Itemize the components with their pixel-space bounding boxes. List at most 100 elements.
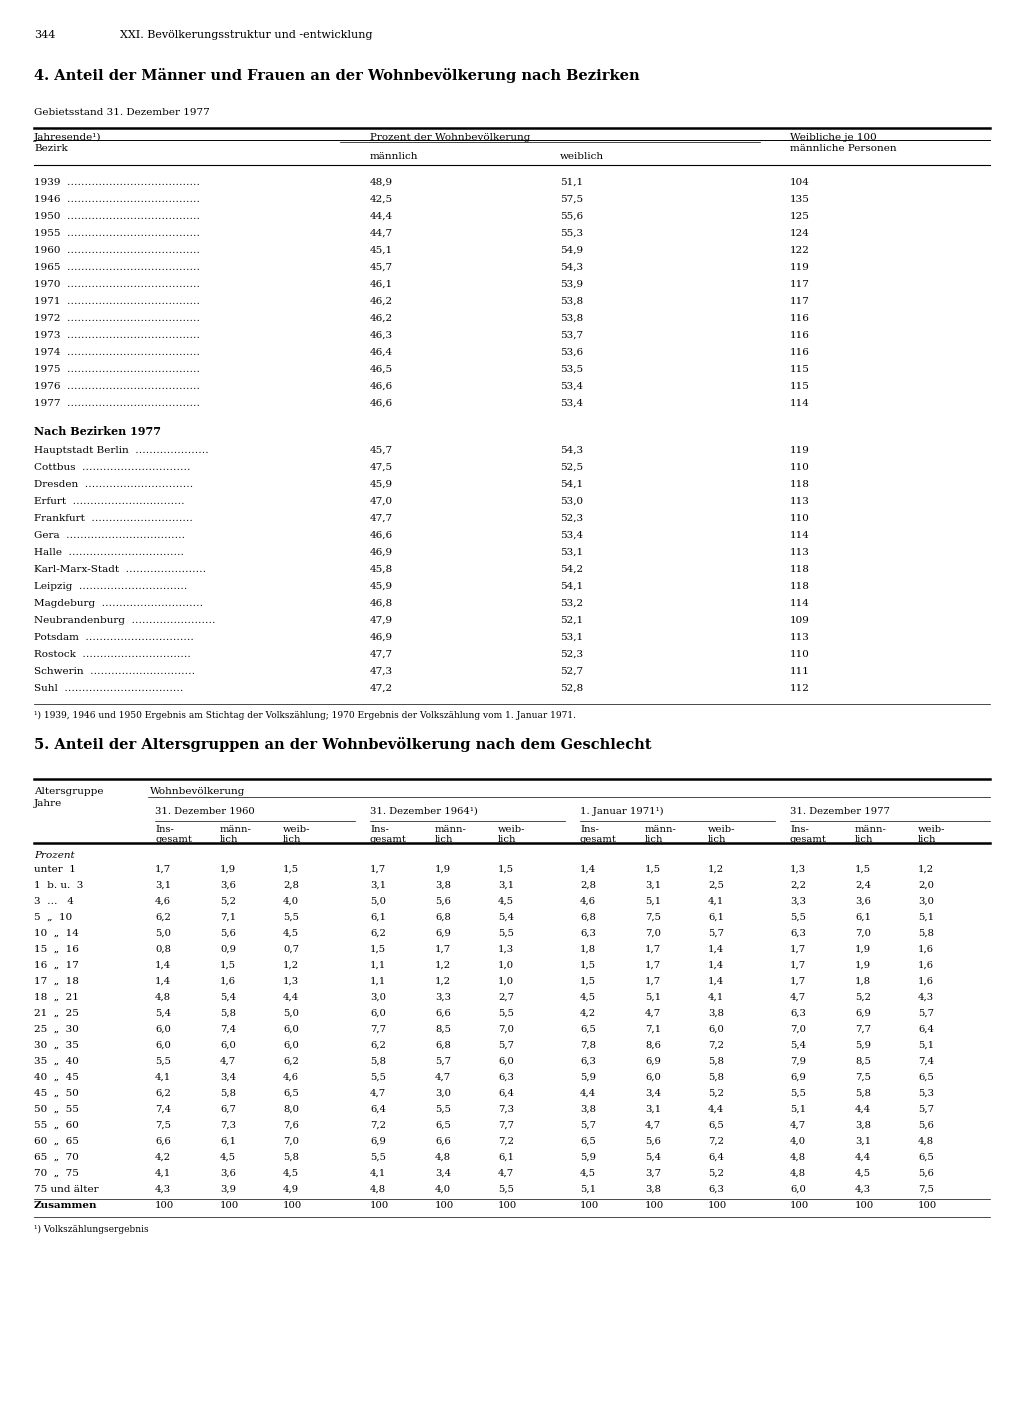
Text: 3,1: 3,1 [370, 881, 386, 890]
Text: 1,7: 1,7 [790, 945, 806, 954]
Text: 5,8: 5,8 [283, 1152, 299, 1162]
Text: Potsdam  ․․․․․․․․․․․․․․․․․․․․․․․․․․․․․․․: Potsdam ․․․․․․․․․․․․․․․․․․․․․․․․․․․․․․․ [34, 633, 194, 643]
Text: 45,7: 45,7 [370, 446, 393, 456]
Text: 5,5: 5,5 [790, 1090, 806, 1098]
Text: 54,2: 54,2 [560, 565, 583, 574]
Text: lich: lich [855, 835, 873, 844]
Text: 4,1: 4,1 [155, 1072, 171, 1082]
Text: 3  …   4: 3 … 4 [34, 897, 74, 905]
Text: Erfurt  ․․․․․․․․․․․․․․․․․․․․․․․․․․․․․․․․: Erfurt ․․․․․․․․․․․․․․․․․․․․․․․․․․․․․․․․ [34, 497, 184, 506]
Text: 6,0: 6,0 [498, 1057, 514, 1065]
Text: 5,6: 5,6 [435, 897, 451, 905]
Text: 3,8: 3,8 [708, 1010, 724, 1018]
Text: 4,9: 4,9 [283, 1185, 299, 1194]
Text: 100: 100 [220, 1201, 240, 1210]
Text: 1939  ․․․․․․․․․․․․․․․․․․․․․․․․․․․․․․․․․․․․․․: 1939 ․․․․․․․․․․․․․․․․․․․․․․․․․․․․․․․․․․․… [34, 178, 200, 187]
Text: 46,6: 46,6 [370, 398, 393, 408]
Text: 109: 109 [790, 615, 810, 625]
Text: 114: 114 [790, 531, 810, 540]
Text: 6,0: 6,0 [283, 1025, 299, 1034]
Text: lich: lich [918, 835, 937, 844]
Text: 1,4: 1,4 [155, 961, 171, 970]
Text: 116: 116 [790, 331, 810, 340]
Text: 4,1: 4,1 [708, 992, 724, 1002]
Text: 4,1: 4,1 [370, 1170, 386, 1178]
Text: 5,2: 5,2 [855, 992, 871, 1002]
Text: 1,7: 1,7 [370, 865, 386, 874]
Text: 7,0: 7,0 [855, 930, 871, 938]
Text: 4,6: 4,6 [283, 1072, 299, 1082]
Text: 1,7: 1,7 [790, 961, 806, 970]
Text: gesamt: gesamt [155, 835, 191, 844]
Text: 5,5: 5,5 [283, 912, 299, 922]
Text: 6,6: 6,6 [435, 1137, 451, 1147]
Text: 5,7: 5,7 [918, 1010, 934, 1018]
Text: 31. Dezember 1960: 31. Dezember 1960 [155, 807, 255, 815]
Text: 3,3: 3,3 [435, 992, 451, 1002]
Text: männ-: männ- [220, 825, 252, 834]
Text: 5,5: 5,5 [790, 912, 806, 922]
Text: 47,9: 47,9 [370, 615, 393, 625]
Text: 113: 113 [790, 497, 810, 506]
Text: Karl-Marx-Stadt  ․․․․․․․․․․․․․․․․․․․․․․․: Karl-Marx-Stadt ․․․․․․․․․․․․․․․․․․․․․․․ [34, 565, 206, 574]
Text: 114: 114 [790, 398, 810, 408]
Text: 1,6: 1,6 [918, 977, 934, 985]
Text: 5. Anteil der Altersgruppen an der Wohnbevölkerung nach dem Geschlecht: 5. Anteil der Altersgruppen an der Wohnb… [34, 737, 651, 753]
Text: 7,2: 7,2 [370, 1121, 386, 1130]
Text: ¹) Volkszählungsergebnis: ¹) Volkszählungsergebnis [34, 1225, 148, 1234]
Text: 3,4: 3,4 [220, 1072, 237, 1082]
Text: 6,0: 6,0 [155, 1025, 171, 1034]
Text: 100: 100 [498, 1201, 517, 1210]
Text: Frankfurt  ․․․․․․․․․․․․․․․․․․․․․․․․․․․․․: Frankfurt ․․․․․․․․․․․․․․․․․․․․․․․․․․․․․ [34, 514, 193, 523]
Text: 110: 110 [790, 650, 810, 658]
Text: 5,4: 5,4 [498, 912, 514, 922]
Text: 46,8: 46,8 [370, 598, 393, 608]
Text: 4,7: 4,7 [645, 1121, 662, 1130]
Text: 46,5: 46,5 [370, 366, 393, 374]
Text: 5,5: 5,5 [498, 930, 514, 938]
Text: 1975  ․․․․․․․․․․․․․․․․․․․․․․․․․․․․․․․․․․․․․․: 1975 ․․․․․․․․․․․․․․․․․․․․․․․․․․․․․․․․․․․… [34, 366, 200, 374]
Text: gesamt: gesamt [580, 835, 616, 844]
Text: weib-: weib- [708, 825, 735, 834]
Text: 5,2: 5,2 [708, 1170, 724, 1178]
Text: 5,6: 5,6 [220, 930, 236, 938]
Text: 6,8: 6,8 [435, 1041, 451, 1050]
Text: Zusammen: Zusammen [34, 1201, 97, 1210]
Text: 3,0: 3,0 [918, 897, 934, 905]
Text: 6,2: 6,2 [370, 930, 386, 938]
Text: 7,3: 7,3 [220, 1121, 236, 1130]
Text: männ-: männ- [645, 825, 677, 834]
Text: 6,1: 6,1 [498, 1152, 514, 1162]
Text: Neubrandenburg  ․․․․․․․․․․․․․․․․․․․․․․․․: Neubrandenburg ․․․․․․․․․․․․․․․․․․․․․․․․ [34, 615, 215, 625]
Text: 4,8: 4,8 [790, 1152, 806, 1162]
Text: 6,0: 6,0 [790, 1185, 806, 1194]
Text: 119: 119 [790, 446, 810, 456]
Text: 1,6: 1,6 [220, 977, 236, 985]
Text: 40  „  45: 40 „ 45 [34, 1072, 79, 1082]
Text: 110: 110 [790, 514, 810, 523]
Text: 7,7: 7,7 [855, 1025, 871, 1034]
Text: 6,4: 6,4 [708, 1152, 724, 1162]
Text: 1,2: 1,2 [283, 961, 299, 970]
Text: 5,7: 5,7 [498, 1041, 514, 1050]
Text: 1,5: 1,5 [580, 961, 596, 970]
Text: 3,7: 3,7 [645, 1170, 662, 1178]
Text: Magdeburg  ․․․․․․․․․․․․․․․․․․․․․․․․․․․․․: Magdeburg ․․․․․․․․․․․․․․․․․․․․․․․․․․․․․ [34, 598, 203, 608]
Text: 100: 100 [155, 1201, 174, 1210]
Text: 6,1: 6,1 [220, 1137, 236, 1147]
Text: Prozent der Wohnbevölkerung: Prozent der Wohnbevölkerung [370, 133, 530, 141]
Text: 100: 100 [708, 1201, 727, 1210]
Text: Halle  ․․․․․․․․․․․․․․․․․․․․․․․․․․․․․․․․․: Halle ․․․․․․․․․․․․․․․․․․․․․․․․․․․․․․․․․ [34, 548, 184, 557]
Text: 60  „  65: 60 „ 65 [34, 1137, 79, 1147]
Text: 5,8: 5,8 [708, 1072, 724, 1082]
Text: 1,2: 1,2 [708, 865, 724, 874]
Text: 45,9: 45,9 [370, 583, 393, 591]
Text: 4,1: 4,1 [155, 1170, 171, 1178]
Text: 5,4: 5,4 [790, 1041, 806, 1050]
Text: 45,1: 45,1 [370, 246, 393, 256]
Text: 46,9: 46,9 [370, 633, 393, 643]
Text: 54,3: 54,3 [560, 446, 583, 456]
Text: 1,0: 1,0 [498, 961, 514, 970]
Text: 54,9: 54,9 [560, 246, 583, 256]
Text: 5,1: 5,1 [790, 1105, 806, 1114]
